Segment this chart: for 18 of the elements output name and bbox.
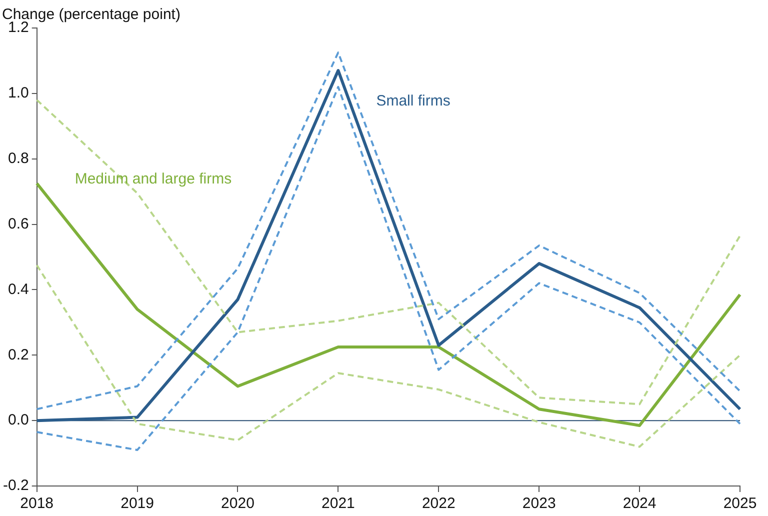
x-tick-label: 2024: [622, 495, 656, 512]
x-tick-label: 2020: [221, 495, 254, 512]
x-tick-label: 2018: [20, 495, 54, 512]
x-tick-label: 2021: [322, 495, 355, 512]
x-tick-label: 2023: [522, 495, 556, 512]
y-tick-label: 0.0: [8, 412, 29, 429]
y-tick-label: -0.2: [2, 477, 29, 494]
y-tick-label: 0.2: [8, 346, 29, 364]
y-tick-label: 0.4: [8, 280, 29, 298]
series-label: Medium and large firms: [74, 170, 232, 188]
y-tick-label: 0.8: [8, 150, 29, 167]
y-tick-label: 1.0: [8, 84, 29, 102]
x-tick-label: 2022: [422, 495, 456, 512]
y-tick-label: 0.6: [8, 215, 29, 232]
x-tick-label: 2025: [723, 495, 757, 512]
series-label: Small firms: [376, 92, 450, 110]
x-tick-label: 2019: [120, 495, 154, 512]
line-series: [36, 264, 741, 448]
